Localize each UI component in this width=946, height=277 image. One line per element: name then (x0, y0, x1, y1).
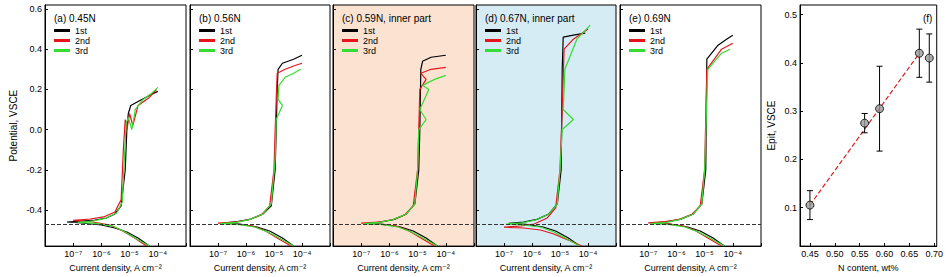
svg-text:3rd: 3rd (650, 46, 663, 56)
svg-text:10⁻⁴: 10⁻⁴ (293, 249, 312, 259)
svg-text:N content, wt%: N content, wt% (838, 263, 899, 273)
svg-text:0.2: 0.2 (784, 154, 797, 164)
svg-text:0.70: 0.70 (925, 249, 943, 259)
svg-text:Current density, A cm⁻²: Current density, A cm⁻² (214, 263, 307, 273)
svg-text:0.50: 0.50 (826, 249, 844, 259)
svg-text:10⁻⁵: 10⁻⁵ (695, 249, 714, 259)
svg-text:1st: 1st (220, 26, 233, 36)
svg-text:1st: 1st (650, 26, 663, 36)
svg-text:Current density, A cm⁻²: Current density, A cm⁻² (500, 263, 593, 273)
svg-text:0.5: 0.5 (784, 10, 797, 20)
svg-text:0.1: 0.1 (784, 203, 797, 213)
svg-text:10⁻⁶: 10⁻⁶ (667, 249, 686, 259)
svg-text:0.45: 0.45 (801, 249, 819, 259)
svg-text:3rd: 3rd (75, 46, 88, 56)
svg-text:10⁻⁴: 10⁻⁴ (436, 249, 455, 259)
svg-text:0.55: 0.55 (851, 249, 869, 259)
svg-text:3rd: 3rd (363, 46, 376, 56)
svg-text:2nd: 2nd (363, 36, 378, 46)
svg-text:2nd: 2nd (220, 36, 235, 46)
svg-text:Current density, A cm⁻²: Current density, A cm⁻² (69, 263, 162, 273)
svg-text:(f): (f) (923, 13, 932, 24)
svg-text:0.6: 0.6 (29, 4, 42, 14)
svg-text:10⁻⁷: 10⁻⁷ (352, 249, 370, 259)
svg-text:10⁻⁴: 10⁻⁴ (148, 249, 167, 259)
svg-text:Current density, A cm⁻²: Current density, A cm⁻² (644, 263, 737, 273)
svg-text:0.65: 0.65 (901, 249, 919, 259)
svg-text:0.60: 0.60 (876, 249, 894, 259)
svg-text:10⁻⁷: 10⁻⁷ (495, 249, 513, 259)
svg-text:Epit, VSCE: Epit, VSCE (766, 100, 777, 150)
svg-text:(b) 0.56N: (b) 0.56N (199, 13, 241, 24)
svg-text:10⁻⁷: 10⁻⁷ (209, 249, 227, 259)
svg-text:10⁻⁷: 10⁻⁷ (639, 249, 657, 259)
svg-text:(a) 0.45N: (a) 0.45N (54, 13, 96, 24)
svg-text:(d) 0.67N, inner part: (d) 0.67N, inner part (485, 13, 575, 24)
svg-text:10⁻⁵: 10⁻⁵ (408, 249, 427, 259)
svg-text:0.2: 0.2 (29, 84, 42, 94)
svg-text:10⁻⁶: 10⁻⁶ (92, 249, 111, 259)
svg-text:10⁻⁵: 10⁻⁵ (120, 249, 139, 259)
svg-text:10⁻⁵: 10⁻⁵ (265, 249, 284, 259)
svg-text:3rd: 3rd (506, 46, 519, 56)
svg-text:0.4: 0.4 (29, 44, 42, 54)
svg-text:(e) 0.69N: (e) 0.69N (629, 13, 671, 24)
svg-text:2nd: 2nd (506, 36, 521, 46)
svg-text:0.3: 0.3 (784, 106, 797, 116)
svg-text:0.4: 0.4 (784, 58, 797, 68)
svg-text:-0.4: -0.4 (26, 205, 42, 215)
svg-text:2nd: 2nd (75, 36, 90, 46)
svg-text:-0.2: -0.2 (26, 165, 42, 175)
svg-text:10⁻⁵: 10⁻⁵ (551, 249, 570, 259)
svg-text:1st: 1st (506, 26, 519, 36)
svg-text:10⁻⁴: 10⁻⁴ (723, 249, 742, 259)
svg-text:1st: 1st (363, 26, 376, 36)
svg-text:10⁻⁶: 10⁻⁶ (237, 249, 256, 259)
svg-text:2nd: 2nd (650, 36, 665, 46)
svg-text:10⁻⁶: 10⁻⁶ (523, 249, 542, 259)
svg-text:3rd: 3rd (220, 46, 233, 56)
svg-text:1st: 1st (75, 26, 88, 36)
svg-text:Potential, VSCE: Potential, VSCE (8, 89, 19, 161)
svg-text:(c) 0.59N, inner part: (c) 0.59N, inner part (342, 13, 431, 24)
svg-text:Current density, A cm⁻²: Current density, A cm⁻² (357, 263, 450, 273)
svg-text:10⁻⁶: 10⁻⁶ (380, 249, 399, 259)
svg-text:10⁻⁴: 10⁻⁴ (579, 249, 598, 259)
svg-text:0.0: 0.0 (29, 125, 42, 135)
svg-text:10⁻⁷: 10⁻⁷ (64, 249, 82, 259)
